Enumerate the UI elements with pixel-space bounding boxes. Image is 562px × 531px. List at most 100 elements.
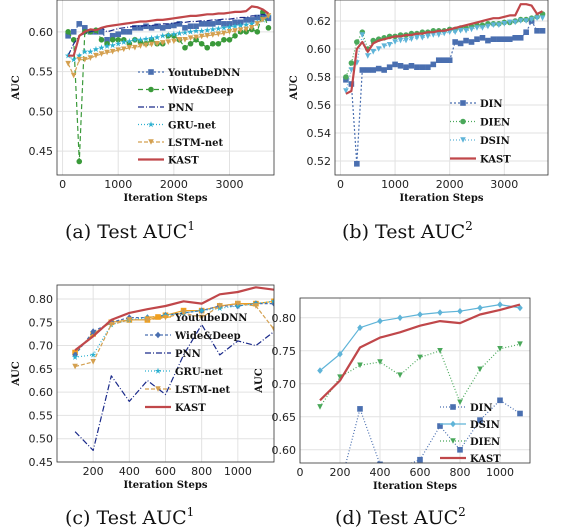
data-point	[109, 32, 116, 39]
data-point	[248, 17, 255, 23]
legend: DIN DIEN DSIN KAST	[450, 99, 511, 166]
data-point	[108, 321, 115, 328]
legend-label: DSIN	[480, 136, 510, 147]
data-point	[209, 21, 216, 27]
data-point	[403, 37, 409, 44]
data-point	[198, 27, 205, 34]
data-point	[260, 13, 266, 19]
data-point	[109, 36, 116, 43]
data-point	[65, 29, 71, 35]
data-point	[430, 32, 437, 38]
data-point	[120, 46, 127, 53]
data-point	[392, 61, 398, 68]
data-point	[71, 353, 79, 360]
data-point	[501, 21, 508, 27]
data-point	[181, 29, 189, 36]
data-point	[109, 41, 116, 49]
data-point	[126, 37, 133, 45]
data-point	[89, 351, 97, 358]
chart-panel-3: 200 400 600 800 1000 0.45 0.50 0.55 0.60 0.65 0.70…	[11, 284, 275, 491]
data-point	[271, 326, 274, 333]
data-point	[232, 32, 238, 39]
data-point	[215, 25, 222, 32]
data-point	[337, 483, 343, 489]
x-tick-label: 1000	[224, 465, 252, 478]
caption-3: (c) Test AUC1	[65, 505, 194, 529]
data-point	[154, 23, 160, 30]
x-axis-label: Iteration Steps	[123, 193, 207, 204]
data-point	[70, 72, 77, 79]
data-point	[446, 57, 453, 63]
y-tick-label: 0.60	[29, 26, 54, 39]
legend-label: DSIN	[470, 420, 500, 431]
data-point	[377, 461, 383, 463]
data-point	[148, 41, 155, 48]
plot-frame	[56, 0, 275, 176]
data-point	[452, 39, 458, 45]
y-tick-label: 0.65	[29, 363, 54, 376]
y-axis-label: AUC	[289, 75, 300, 100]
data-point	[517, 35, 524, 41]
legend-label: Wide&Deep	[174, 331, 241, 342]
legend-label: KAST	[470, 454, 501, 465]
data-point	[377, 359, 383, 365]
caption-superscript: 1	[187, 505, 195, 519]
data-point	[231, 22, 239, 29]
data-point	[98, 36, 105, 43]
legend-label: LSTM-net	[168, 138, 224, 149]
y-tick-label: 0.80	[272, 312, 297, 325]
data-point	[386, 42, 393, 48]
caption-superscript: 2	[465, 219, 473, 233]
data-point	[253, 303, 259, 309]
data-point	[115, 47, 122, 53]
data-point	[176, 30, 183, 37]
data-point	[198, 21, 205, 27]
data-point	[485, 23, 491, 30]
y-tick-label: 0.45	[29, 145, 54, 158]
data-point	[357, 406, 363, 412]
data-point	[176, 36, 183, 43]
data-point	[76, 21, 83, 27]
data-point	[468, 26, 475, 33]
y-tick-label: 0.80	[29, 293, 54, 306]
y-tick-label: 0.75	[29, 316, 54, 329]
data-point	[523, 29, 529, 35]
legend-marker	[154, 367, 162, 374]
y-tick-label: 0.55	[29, 409, 54, 422]
data-point	[463, 28, 469, 34]
data-point	[226, 36, 233, 43]
series-line-kast	[68, 5, 270, 57]
data-point	[70, 56, 77, 63]
data-point	[216, 303, 223, 309]
data-point	[343, 74, 349, 80]
x-tick-label: 400	[370, 466, 391, 479]
data-point	[137, 25, 144, 31]
data-point	[204, 21, 211, 27]
data-point	[65, 60, 71, 67]
series-line-gru-net	[75, 300, 274, 358]
data-point	[72, 363, 78, 370]
data-point	[165, 23, 172, 30]
data-point	[115, 31, 122, 38]
y-axis-label: AUC	[11, 75, 22, 100]
data-point	[270, 297, 274, 305]
legend-marker	[148, 69, 154, 75]
data-point	[204, 44, 211, 51]
y-tick-label: 0.65	[272, 411, 297, 424]
caption-2: (b) Test AUC2	[342, 219, 473, 243]
legend-label: KAST	[480, 155, 511, 166]
data-point	[463, 37, 469, 44]
data-point	[171, 22, 177, 29]
data-point	[82, 56, 88, 63]
caption-text: (b) Test AUC	[342, 221, 465, 243]
y-axis-label: AUC	[254, 368, 265, 393]
legend-marker	[148, 139, 154, 145]
plot-frame	[334, 0, 549, 176]
data-point	[187, 23, 194, 30]
data-point	[159, 25, 166, 31]
data-point	[226, 23, 233, 30]
data-point	[359, 67, 366, 73]
data-point	[497, 301, 503, 308]
data-point	[417, 311, 423, 318]
data-point	[357, 324, 363, 331]
